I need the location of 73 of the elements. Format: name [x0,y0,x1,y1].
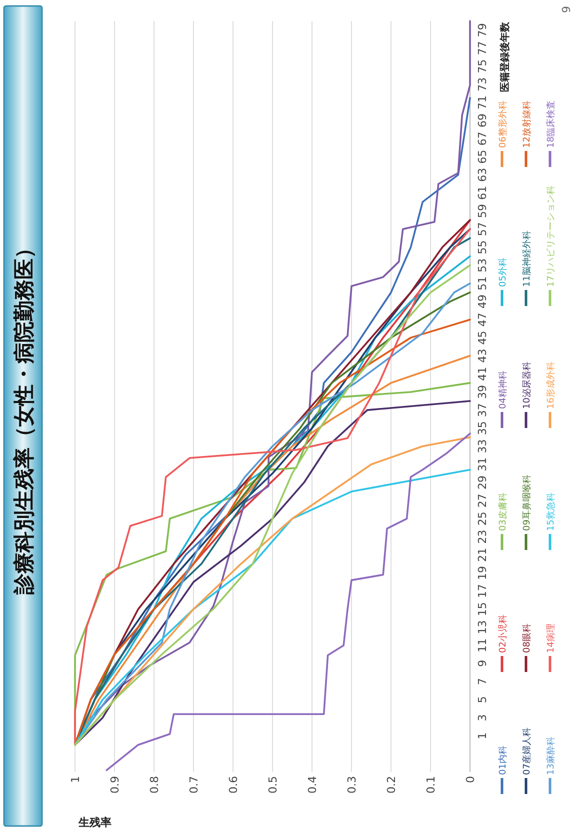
y-tick-label: 47 [476,312,489,327]
y-tick-label: 71 [476,95,489,110]
y-tick-label: 41 [476,366,489,381]
text: 12放射線科 [522,100,532,148]
y-tick-label: 31 [476,457,489,472]
y-tick-label: 33 [476,439,489,454]
text: 01内科 [498,746,508,775]
text: 14病理 [546,624,556,653]
text: 16形成外科 [546,362,556,409]
text: 診療科別生残率（女性・病院勤務医） [12,238,36,596]
x-tick-label: 0.4 [306,776,319,794]
y-tick-label: 29 [476,475,489,490]
y-tick-label: 37 [476,403,489,418]
text: 18臨床検査 [546,100,556,148]
y-tick-label: 61 [476,186,489,200]
y-tick-label: 73 [476,77,489,92]
text: 15救急科 [546,492,556,531]
y-tick-label: 17 [476,584,489,598]
y-tick-label: 13 [476,620,489,634]
text: 13麻酔科 [546,736,556,775]
y-tick-label: 65 [476,150,489,164]
y-tick-label: 75 [476,59,489,74]
y-axis-title: 医籍登録後年数 [499,21,511,92]
y-tick-label: 53 [476,258,489,272]
text: 03皮膚科 [498,492,508,531]
text: 09耳鼻咽喉科 [522,474,532,531]
x-tick-label: 0.5 [266,776,280,794]
y-tick-label: 27 [476,494,489,508]
text: 06整形外科 [498,100,508,148]
y-tick-label: 21 [476,548,489,562]
y-tick-label: 69 [476,114,489,128]
y-tick-label: 35 [476,421,489,436]
x-tick-label: 0.3 [346,776,358,794]
y-tick-label: 3 [476,714,489,722]
y-tick-label: 15 [476,602,489,616]
text: 11脳神経外科 [522,230,532,287]
y-tick-label: 51 [476,276,489,290]
y-tick-label: 63 [476,168,489,182]
y-tick-label: 45 [476,330,489,345]
y-tick-label: 7 [476,678,489,686]
x-tick-label: 0.6 [227,776,240,794]
x-tick-label: 0.9 [108,776,122,794]
y-tick-label: 77 [476,41,489,56]
y-tick-label: 43 [476,348,489,363]
x-tick-label: 0 [464,776,477,783]
y-tick-label: 57 [476,222,489,236]
y-tick-label: 19 [476,566,489,580]
text: 08眼科 [522,624,532,653]
x-tick-label: 0.7 [188,776,200,794]
y-tick-label: 9 [476,660,489,667]
y-tick-label: 1 [476,732,489,740]
text: 02小児科 [498,614,508,653]
y-tick-label: 67 [476,132,489,146]
y-tick-label: 25 [476,512,489,526]
y-tick-label: 23 [476,530,489,544]
x-tick-label: 1 [69,776,82,783]
y-tick-label: 5 [476,696,489,704]
y-tick-label: 39 [476,384,489,399]
x-tick-label: 0.8 [148,776,161,794]
y-tick-label: 11 [476,638,489,652]
text: 9 [560,6,573,13]
y-tick-label: 49 [476,294,489,308]
text: 17リハビリテーション科 [546,186,556,287]
text: 07産婦人科 [522,728,532,775]
text: 05外科 [498,258,508,287]
x-tick-label: 0.1 [424,776,438,794]
text: 10泌尿器科 [522,362,532,409]
x-tick-label: 0.2 [385,776,398,794]
y-tick-label: 55 [476,240,489,254]
y-tick-label: 79 [476,23,489,38]
text: 04精神科 [498,370,508,409]
x-axis-title: 生残率 [78,816,112,829]
y-tick-label: 59 [476,204,489,218]
